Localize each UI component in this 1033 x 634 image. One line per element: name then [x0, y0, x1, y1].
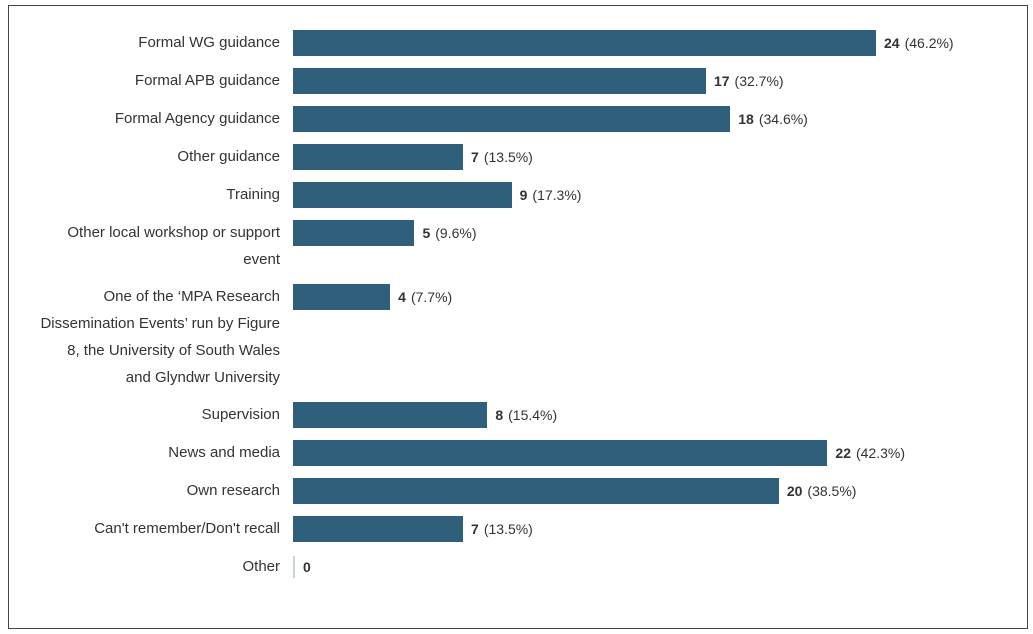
bar	[293, 516, 464, 542]
value-label: 24 (46.2%)	[884, 35, 954, 51]
count-label: 22	[835, 445, 851, 461]
value-label: 5 (9.6%)	[422, 225, 476, 241]
bar	[293, 478, 779, 504]
category-label: Can't remember/Don't recall	[94, 520, 280, 537]
share-label: (17.3%)	[532, 187, 582, 203]
category-label: Formal WG guidance	[138, 34, 280, 51]
bar-group: 8 (15.4%)	[293, 402, 557, 428]
frame	[8, 5, 1028, 629]
share-label: (9.6%)	[435, 225, 477, 241]
bar-group: 24 (46.2%)	[293, 30, 954, 56]
share-label: (32.7%)	[734, 73, 784, 89]
bar-row: Formal Agency guidance 18 (34.6%)	[0, 106, 1033, 144]
value-label: 7 (13.5%)	[471, 149, 533, 165]
bar-group: 9 (17.3%)	[293, 182, 581, 208]
bar-row: Other 0	[0, 554, 1033, 592]
bar-row: Formal APB guidance 17 (32.7%)	[0, 68, 1033, 106]
category-label: Formal Agency guidance	[114, 110, 280, 127]
bar	[293, 68, 706, 94]
share-label: (13.5%)	[483, 521, 533, 537]
category-label: Supervision	[201, 406, 280, 423]
category-label: Other	[242, 558, 280, 575]
share-label: (15.4%)	[508, 407, 558, 423]
share-label: (7.7%)	[410, 289, 453, 305]
category-label: Formal APB guidance	[134, 72, 280, 89]
bar	[293, 106, 731, 132]
value-label: 0	[303, 559, 316, 575]
share-label: (34.6%)	[758, 111, 808, 127]
bar-row: One of the ‘MPA Research Dissemination E…	[0, 284, 1033, 402]
category-label: Training	[226, 186, 280, 203]
bar-group: 7 (13.5%)	[293, 144, 533, 170]
bar-row: Other guidance 7 (13.5%)	[0, 144, 1033, 182]
category-label: Own research	[186, 482, 280, 499]
bar	[293, 30, 876, 56]
count-label: 20	[786, 483, 803, 499]
bar	[293, 556, 295, 578]
count-label: 0	[303, 559, 311, 575]
bar-row: Own research 20 (38.5%)	[0, 478, 1033, 516]
value-label: 4 (7.7%)	[398, 289, 452, 305]
bar-group: 18 (34.6%)	[293, 106, 808, 132]
value-label: 8 (15.4%)	[495, 407, 557, 423]
category-label: Other local workshop or support event	[67, 224, 280, 268]
count-label: 24	[884, 35, 900, 51]
share-label: (38.5%)	[807, 483, 857, 499]
bar-row: Training 9 (17.3%)	[0, 182, 1033, 220]
count-label: 17	[713, 73, 730, 89]
value-label: 18 (34.6%)	[738, 111, 808, 127]
bar-group: 5 (9.6%)	[293, 220, 476, 246]
bar-group: 7 (13.5%)	[293, 516, 533, 542]
share-label: (13.5%)	[483, 149, 533, 165]
value-label: 17 (32.7%)	[714, 73, 784, 89]
bar	[293, 284, 391, 310]
bar-row: Other local workshop or support event 5 (9…	[0, 220, 1033, 284]
chart: Formal WG guidance 24 (46.2%) Formal APB gu…	[0, 30, 1033, 592]
bar-group: 22 (42.3%)	[293, 440, 905, 466]
count-label: 9	[519, 187, 528, 203]
bar	[293, 402, 488, 428]
bar	[293, 440, 828, 466]
category-label: One of the ‘MPA Research Dissemination E…	[40, 288, 280, 386]
count-label: 8	[495, 407, 504, 423]
value-label: 22 (42.3%)	[835, 445, 905, 461]
count-label: 4	[398, 289, 406, 305]
count-label: 5	[422, 225, 431, 241]
value-label: 7 (13.5%)	[471, 521, 533, 537]
value-label: 20 (38.5%)	[787, 483, 857, 499]
count-label: 7	[471, 149, 479, 165]
bar	[293, 144, 464, 170]
category-label: News and media	[168, 444, 280, 461]
share-label: (42.3%)	[855, 445, 906, 461]
bar-row: News and media 22 (42.3%)	[0, 440, 1033, 478]
bar-group: 4 (7.7%)	[293, 284, 452, 310]
bar	[293, 182, 512, 208]
value-label: 9 (17.3%)	[520, 187, 582, 203]
bar	[293, 220, 415, 246]
bar-row: Formal WG guidance 24 (46.2%)	[0, 30, 1033, 68]
count-label: 7	[471, 521, 479, 537]
bar-group: 17 (32.7%)	[293, 68, 784, 94]
bar-row: Supervision 8 (15.4%)	[0, 402, 1033, 440]
bar-row: Can't remember/Don't recall 7 (13.5%)	[0, 516, 1033, 554]
bar-group: 20 (38.5%)	[293, 478, 856, 504]
category-label: Other guidance	[177, 148, 280, 165]
count-label: 18	[738, 111, 754, 127]
share-label: (46.2%)	[904, 35, 954, 51]
bar-group: 0	[293, 554, 316, 580]
